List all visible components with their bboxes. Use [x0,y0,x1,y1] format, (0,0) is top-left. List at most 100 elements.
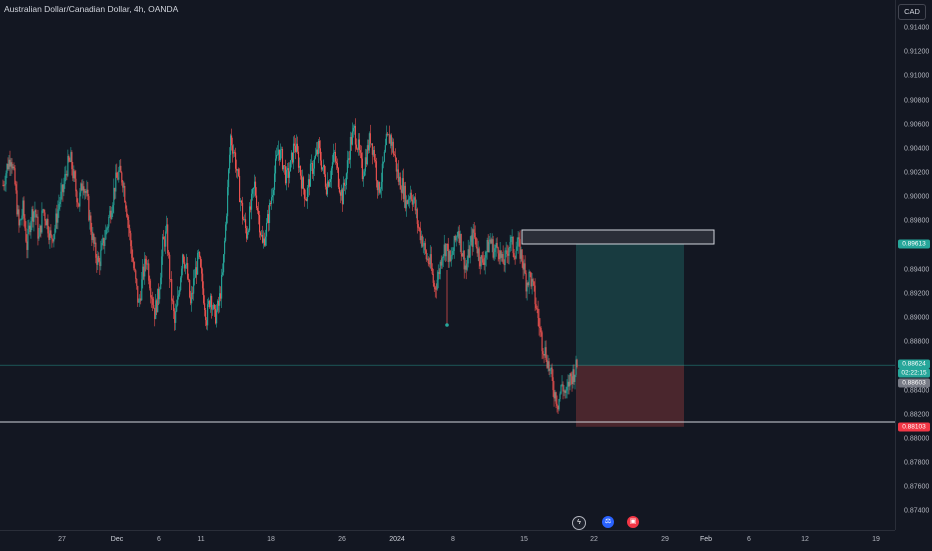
candle-body [429,254,431,265]
candle-body [473,229,475,233]
candle-body [427,258,429,264]
candle-body [234,152,236,154]
candle-body [241,200,243,203]
candle-body [507,253,509,256]
candle-body [97,255,99,265]
candle-body [407,199,409,204]
time-tick-label: Feb [699,536,713,543]
candle-body [2,185,4,186]
candle-body [415,209,417,211]
current-price-badge: 0.88624 [898,359,930,369]
candle-body [61,184,63,192]
candle-body [544,347,546,356]
candle-body [101,243,103,250]
candle-body [174,311,176,323]
candle-body [229,154,231,170]
candle-body [316,149,319,155]
candle-body [555,392,557,404]
candle-body [397,169,399,182]
candle-body [253,187,255,190]
candle-body [563,390,565,392]
candle-body [442,255,444,259]
candle-body [213,304,215,309]
candle-body [34,210,36,212]
candle-body [566,386,568,391]
candle-body [434,287,436,290]
candle-body [103,238,105,246]
time-tick-label: 2024 [389,536,405,543]
candle-body [520,249,522,259]
candle-body [88,196,90,221]
candle-body [453,235,455,252]
candle-body [149,280,151,289]
candle-body [117,177,119,180]
candle-body [422,245,424,247]
candle-body [353,125,355,128]
candle-body [42,209,44,211]
candle-body [119,165,121,171]
time-axis[interactable]: 27 Dec 6 11 18 26 2024 8 15 22 29 Feb 6 12 19 [0,530,895,551]
candle-body [476,246,478,254]
candle-body [550,367,552,370]
candle-body [208,300,210,305]
candle-body [306,187,309,202]
candle-body [25,228,27,242]
candle-body [512,237,514,254]
candle-body [295,143,298,152]
candle-body [187,263,189,279]
candle-body [475,237,477,247]
candle-body [185,264,187,269]
candle-body [573,369,575,382]
price-axis[interactable]: 0.91400 0.91200 0.91000 0.90800 0.90600 0.904… [895,0,932,530]
candle-body [358,139,360,151]
price-tick-label: 0.91000 [904,72,930,80]
candle-body [474,232,476,238]
candle-body [486,239,488,252]
candle-body [547,361,549,368]
candle-body [329,179,331,183]
candle-body [219,293,221,306]
candle-body [71,152,73,170]
chart-pane[interactable] [0,0,895,530]
candle-body [290,152,293,161]
candle-body [22,200,24,216]
candle-body [392,141,394,155]
candle-body [189,279,191,298]
candle-body [49,230,51,240]
candle-body [286,168,289,170]
candlestick-chart[interactable] [0,0,895,530]
candle-body [276,154,279,156]
candle-body [492,239,494,258]
candle-body [64,174,66,185]
candle-body [374,159,376,162]
candle-body [232,145,234,154]
candle-body [3,185,5,187]
earnings-event-icon[interactable]: ⚖ [602,516,614,528]
candle-body [496,242,498,248]
candle-body [195,267,197,278]
candle-body [165,231,167,247]
candle-body [13,166,15,169]
candle-body [310,163,313,164]
candle-body [356,148,358,150]
candle-body [568,381,570,387]
candle-body [395,157,397,172]
dividend-event-icon[interactable]: ϟ [572,516,586,530]
candle-body [462,250,464,257]
candle-body [281,148,284,170]
candle-body [89,215,91,221]
candle-body [26,241,28,250]
report-event-icon[interactable]: ▣ [627,516,639,528]
candle-body [515,250,517,259]
candle-body [106,228,108,230]
candle-body [410,192,412,200]
candle-body [378,182,380,193]
candle-body [480,255,482,267]
candle-body [335,161,337,164]
candle-body [289,160,292,172]
candle-body [85,191,87,193]
time-tick-label: 11 [197,536,205,543]
candle-body [246,228,248,239]
currency-selector-button[interactable]: CAD [898,4,926,20]
candle-body [153,304,155,308]
